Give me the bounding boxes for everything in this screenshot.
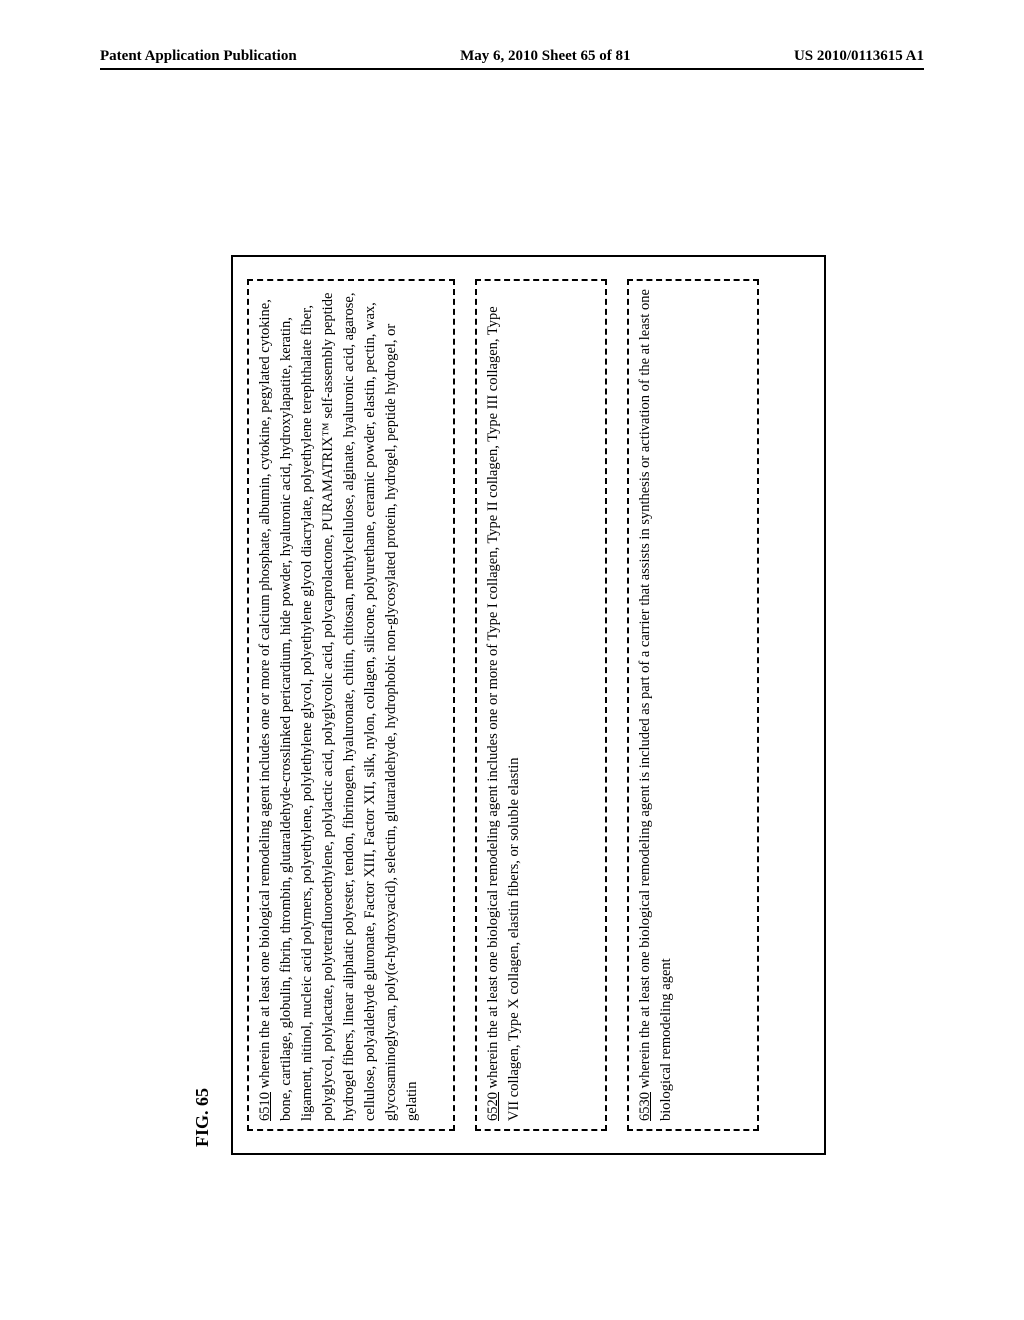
claim-text: wherein the at least one biological remo… (485, 306, 522, 1121)
outer-frame: 6510 wherein the at least one biological… (231, 255, 826, 1155)
claim-box-6510: 6510 wherein the at least one biological… (247, 279, 455, 1131)
claim-text: wherein the at least one biological remo… (257, 293, 420, 1121)
header-right: US 2010/0113615 A1 (794, 48, 924, 65)
figure-content-rotated: FIG. 65 6510 wherein the at least one bi… (192, 255, 832, 1155)
page-header: Patent Application Publication May 6, 20… (0, 48, 1024, 65)
header-rule (100, 68, 924, 70)
figure-label: FIG. 65 (192, 255, 213, 1147)
claim-text: wherein the at least one biological remo… (637, 289, 674, 1121)
claim-number: 6530 (637, 1092, 653, 1121)
claim-box-6530: 6530 wherein the at least one biological… (627, 279, 759, 1131)
claim-number: 6520 (485, 1092, 501, 1121)
claim-number: 6510 (257, 1092, 273, 1121)
claim-box-6520: 6520 wherein the at least one biological… (475, 279, 607, 1131)
header-left: Patent Application Publication (100, 48, 297, 65)
header-center: May 6, 2010 Sheet 65 of 81 (460, 48, 630, 65)
page: Patent Application Publication May 6, 20… (0, 0, 1024, 1320)
